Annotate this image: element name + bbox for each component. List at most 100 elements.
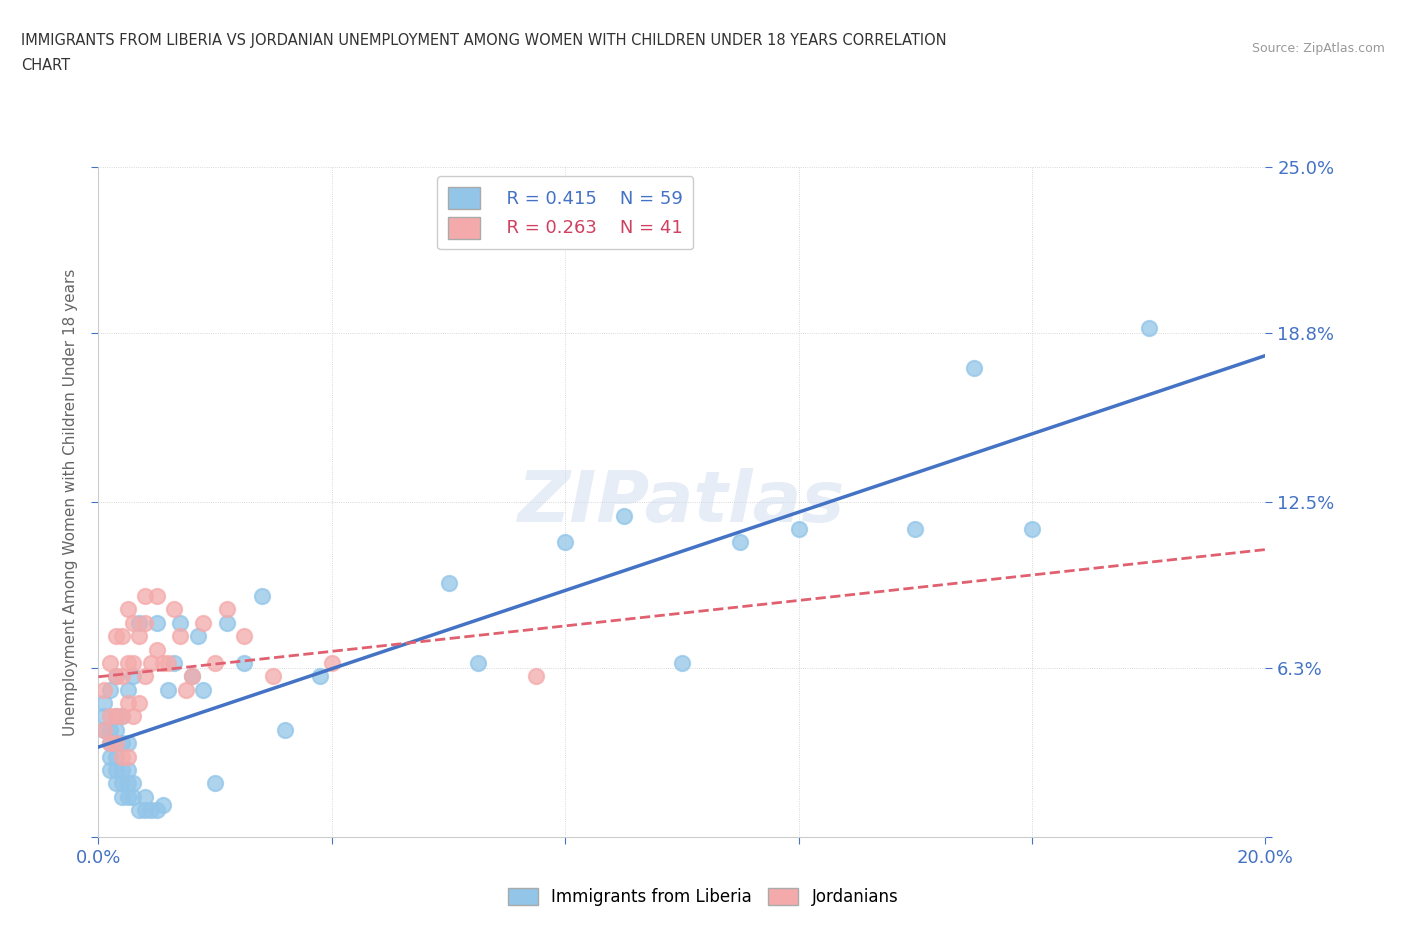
Point <box>904 522 927 537</box>
Point <box>111 750 134 764</box>
Point <box>134 803 156 817</box>
Point <box>111 669 134 684</box>
Point <box>233 629 256 644</box>
Legend: Immigrants from Liberia, Jordanians: Immigrants from Liberia, Jordanians <box>501 881 905 912</box>
Text: IMMIGRANTS FROM LIBERIA VS JORDANIAN UNEMPLOYMENT AMONG WOMEN WITH CHILDREN UNDE: IMMIGRANTS FROM LIBERIA VS JORDANIAN UNE… <box>21 33 946 47</box>
Legend:   R = 0.415    N = 59,   R = 0.263    N = 41: R = 0.415 N = 59, R = 0.263 N = 41 <box>437 177 693 249</box>
Point <box>117 696 139 711</box>
Point <box>134 616 156 631</box>
Point <box>169 616 191 631</box>
Point <box>146 616 169 631</box>
Point <box>671 656 693 671</box>
Point <box>250 589 273 604</box>
Point <box>187 629 209 644</box>
Point <box>169 629 191 644</box>
Point <box>117 790 139 804</box>
Point <box>262 669 284 684</box>
Point <box>146 803 169 817</box>
Point <box>128 803 150 817</box>
Point <box>215 616 238 631</box>
Point <box>111 709 134 724</box>
Point <box>104 709 127 724</box>
Point <box>111 790 134 804</box>
Point <box>104 709 127 724</box>
Point <box>111 763 134 777</box>
Point <box>157 683 180 698</box>
Point <box>309 669 332 684</box>
Point <box>163 602 186 617</box>
Point <box>728 535 751 550</box>
Point <box>111 629 134 644</box>
Point <box>93 696 115 711</box>
Point <box>98 736 121 751</box>
Point <box>93 709 115 724</box>
Point <box>612 508 634 523</box>
Point <box>104 723 127 737</box>
Point <box>139 803 162 817</box>
Point <box>146 589 169 604</box>
Point <box>93 723 115 737</box>
Point <box>128 629 150 644</box>
Point <box>321 656 343 671</box>
Point <box>157 656 180 671</box>
Point <box>152 656 174 671</box>
Point <box>193 683 215 698</box>
Point <box>98 683 121 698</box>
Point <box>139 656 162 671</box>
Point <box>163 656 186 671</box>
Point <box>117 602 139 617</box>
Point <box>180 669 202 684</box>
Point <box>962 361 984 376</box>
Point <box>98 723 121 737</box>
Point <box>122 656 145 671</box>
Text: Source: ZipAtlas.com: Source: ZipAtlas.com <box>1251 42 1385 55</box>
Point <box>117 750 139 764</box>
Point <box>98 750 121 764</box>
Point <box>122 790 145 804</box>
Point <box>104 669 127 684</box>
Text: CHART: CHART <box>21 58 70 73</box>
Point <box>122 709 145 724</box>
Point <box>174 683 197 698</box>
Point <box>274 723 297 737</box>
Point <box>524 669 547 684</box>
Point <box>467 656 489 671</box>
Point <box>104 736 127 751</box>
Point <box>111 709 134 724</box>
Point <box>117 683 139 698</box>
Point <box>98 709 121 724</box>
Point <box>180 669 202 684</box>
Point <box>1137 321 1160 336</box>
Point <box>122 776 145 790</box>
Point <box>204 656 226 671</box>
Point <box>554 535 576 550</box>
Point <box>134 790 156 804</box>
Point <box>117 656 139 671</box>
Point <box>111 736 134 751</box>
Point <box>193 616 215 631</box>
Point <box>104 669 127 684</box>
Point <box>117 776 139 790</box>
Point <box>93 723 115 737</box>
Point <box>98 656 121 671</box>
Point <box>104 763 127 777</box>
Point <box>98 736 121 751</box>
Point <box>104 629 127 644</box>
Point <box>134 669 156 684</box>
Point <box>233 656 256 671</box>
Point <box>1021 522 1043 537</box>
Point <box>122 616 145 631</box>
Point <box>128 616 150 631</box>
Point <box>93 683 115 698</box>
Point <box>437 575 460 590</box>
Point <box>98 763 121 777</box>
Point <box>215 602 238 617</box>
Point <box>104 736 127 751</box>
Point <box>117 763 139 777</box>
Point <box>146 642 169 657</box>
Point <box>111 776 134 790</box>
Point <box>104 776 127 790</box>
Point <box>204 776 226 790</box>
Point <box>117 736 139 751</box>
Point <box>787 522 810 537</box>
